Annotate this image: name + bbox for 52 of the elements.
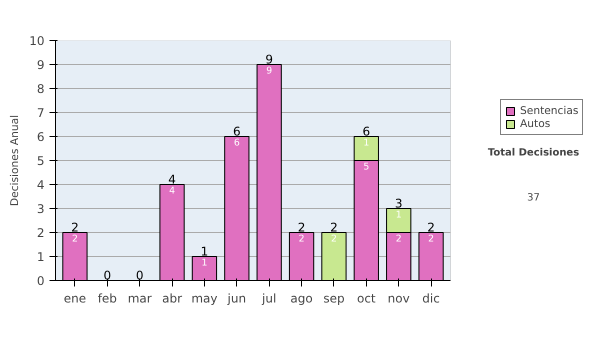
x-tick-label: ago <box>290 292 313 306</box>
x-tick-label: abr <box>162 292 182 306</box>
data-label: 9 <box>266 66 272 76</box>
data-label: 2 <box>330 234 337 244</box>
y-tick-label: 3 <box>36 202 45 216</box>
total-label: 0 <box>103 268 112 282</box>
data-label: 1 <box>396 210 402 220</box>
x-tick-label: oct <box>356 292 376 306</box>
legend-label: Autos <box>520 117 550 130</box>
legend-label: Sentencias <box>520 104 578 117</box>
y-tick-label: 8 <box>36 82 45 96</box>
data-label: 2 <box>72 234 78 244</box>
x-tick-label: ene <box>64 292 86 306</box>
total-label: 0 <box>136 268 144 282</box>
total-label: 2 <box>330 220 338 234</box>
y-tick-label: 1 <box>36 250 45 264</box>
total-label: 2 <box>298 220 306 234</box>
x-tick-label: mar <box>128 292 152 306</box>
data-label: 2 <box>428 234 434 244</box>
data-label: 1 <box>201 258 208 268</box>
y-tick-label: 4 <box>36 178 45 192</box>
total-label: 6 <box>362 124 370 138</box>
y-tick-label: 5 <box>36 154 45 168</box>
y-axis-title: Decisiones Anual <box>8 114 22 206</box>
data-label: 2 <box>396 234 402 244</box>
total-label: 4 <box>168 172 176 186</box>
y-tick-label: 6 <box>36 130 45 144</box>
total-label: 1 <box>200 244 208 258</box>
y-tick-label: 10 <box>29 34 45 48</box>
total-label: 3 <box>394 196 403 210</box>
y-tick-label: 0 <box>36 274 45 288</box>
x-tick-label: jul <box>261 292 276 306</box>
data-label: 4 <box>169 186 176 196</box>
x-tick-label: feb <box>98 292 117 306</box>
x-tick-label: dic <box>422 292 440 306</box>
y-tick-label: 7 <box>36 106 45 120</box>
x-tick-label: nov <box>388 292 410 306</box>
text: Total Decisiones <box>488 148 580 158</box>
x-tick-label: jun <box>226 292 246 306</box>
total-label: 2 <box>71 220 79 234</box>
data-label: 1 <box>363 138 370 148</box>
y-tick-label: 9 <box>36 58 45 72</box>
x-tick-label: sep <box>323 292 345 306</box>
total-label: 2 <box>427 220 435 234</box>
data-label: 2 <box>298 234 305 244</box>
total-label: 9 <box>265 52 274 66</box>
x-tick-label: may <box>191 292 218 306</box>
text: 37 <box>527 192 540 204</box>
data-label: 6 <box>234 138 240 148</box>
y-tick-label: 2 <box>36 226 45 240</box>
data-label: 5 <box>363 162 370 172</box>
total-label: 6 <box>232 124 241 138</box>
